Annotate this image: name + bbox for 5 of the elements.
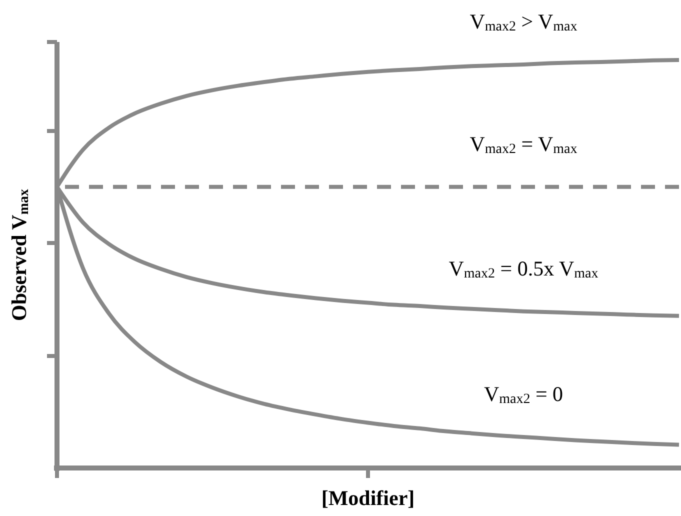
series-label: V$_{max2}$ = V$_{max}$ bbox=[470, 132, 578, 157]
series-label: V$_{max2}$ > V$_{max}$ bbox=[470, 9, 578, 34]
series-label: V$_{max2}$ = 0.5x V$_{max}$ bbox=[448, 256, 598, 282]
series-label: V$_{max2}$ = 0 bbox=[484, 382, 564, 407]
x-axis-title: [Modifier] bbox=[321, 486, 415, 510]
